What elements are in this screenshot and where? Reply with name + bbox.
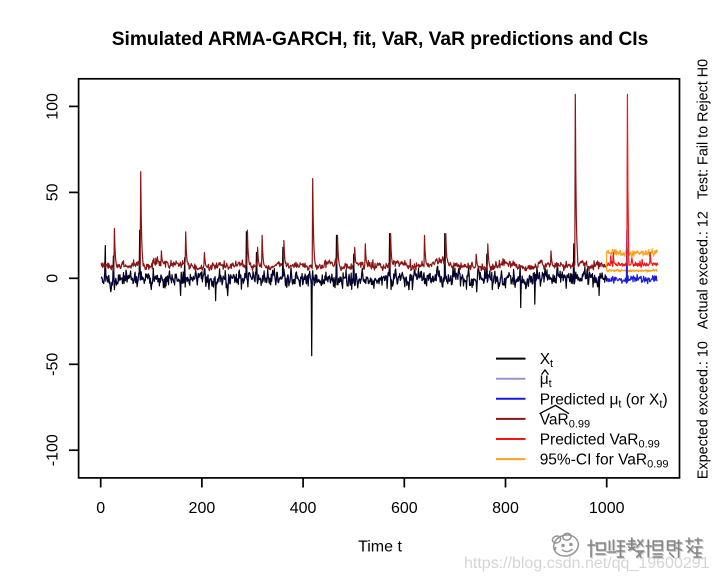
svg-text:https://blog.csdn.net/qq_19600: https://blog.csdn.net/qq_19600291 — [464, 555, 710, 572]
svg-text:600: 600 — [391, 500, 418, 517]
svg-text:Time t: Time t — [358, 539, 402, 556]
svg-text:200: 200 — [189, 500, 216, 517]
svg-text:0: 0 — [45, 274, 62, 283]
svg-text:50: 50 — [45, 183, 62, 201]
svg-text:Predicted μt (or Xt): Predicted μt (or Xt) — [540, 391, 668, 410]
svg-text:-100: -100 — [45, 434, 62, 466]
svg-text:0: 0 — [96, 500, 105, 517]
svg-text:800: 800 — [492, 500, 519, 517]
svg-text:95%-CI for VaR0.99: 95%-CI for VaR0.99 — [540, 452, 669, 471]
svg-text:400: 400 — [290, 500, 317, 517]
svg-text:Simulated ARMA-GARCH, fit, VaR: Simulated ARMA-GARCH, fit, VaR, VaR pred… — [112, 29, 649, 50]
svg-text:100: 100 — [45, 93, 62, 120]
svg-text:-50: -50 — [45, 353, 62, 376]
svg-text:Expected exceed.: 10 Actual: Expected exceed.: 10 Actual exceed.: 12 … — [696, 59, 712, 479]
svg-text:Xt: Xt — [540, 351, 553, 370]
svg-text:Predicted VaR0.99: Predicted VaR0.99 — [540, 432, 660, 451]
svg-text:1000: 1000 — [589, 500, 625, 517]
